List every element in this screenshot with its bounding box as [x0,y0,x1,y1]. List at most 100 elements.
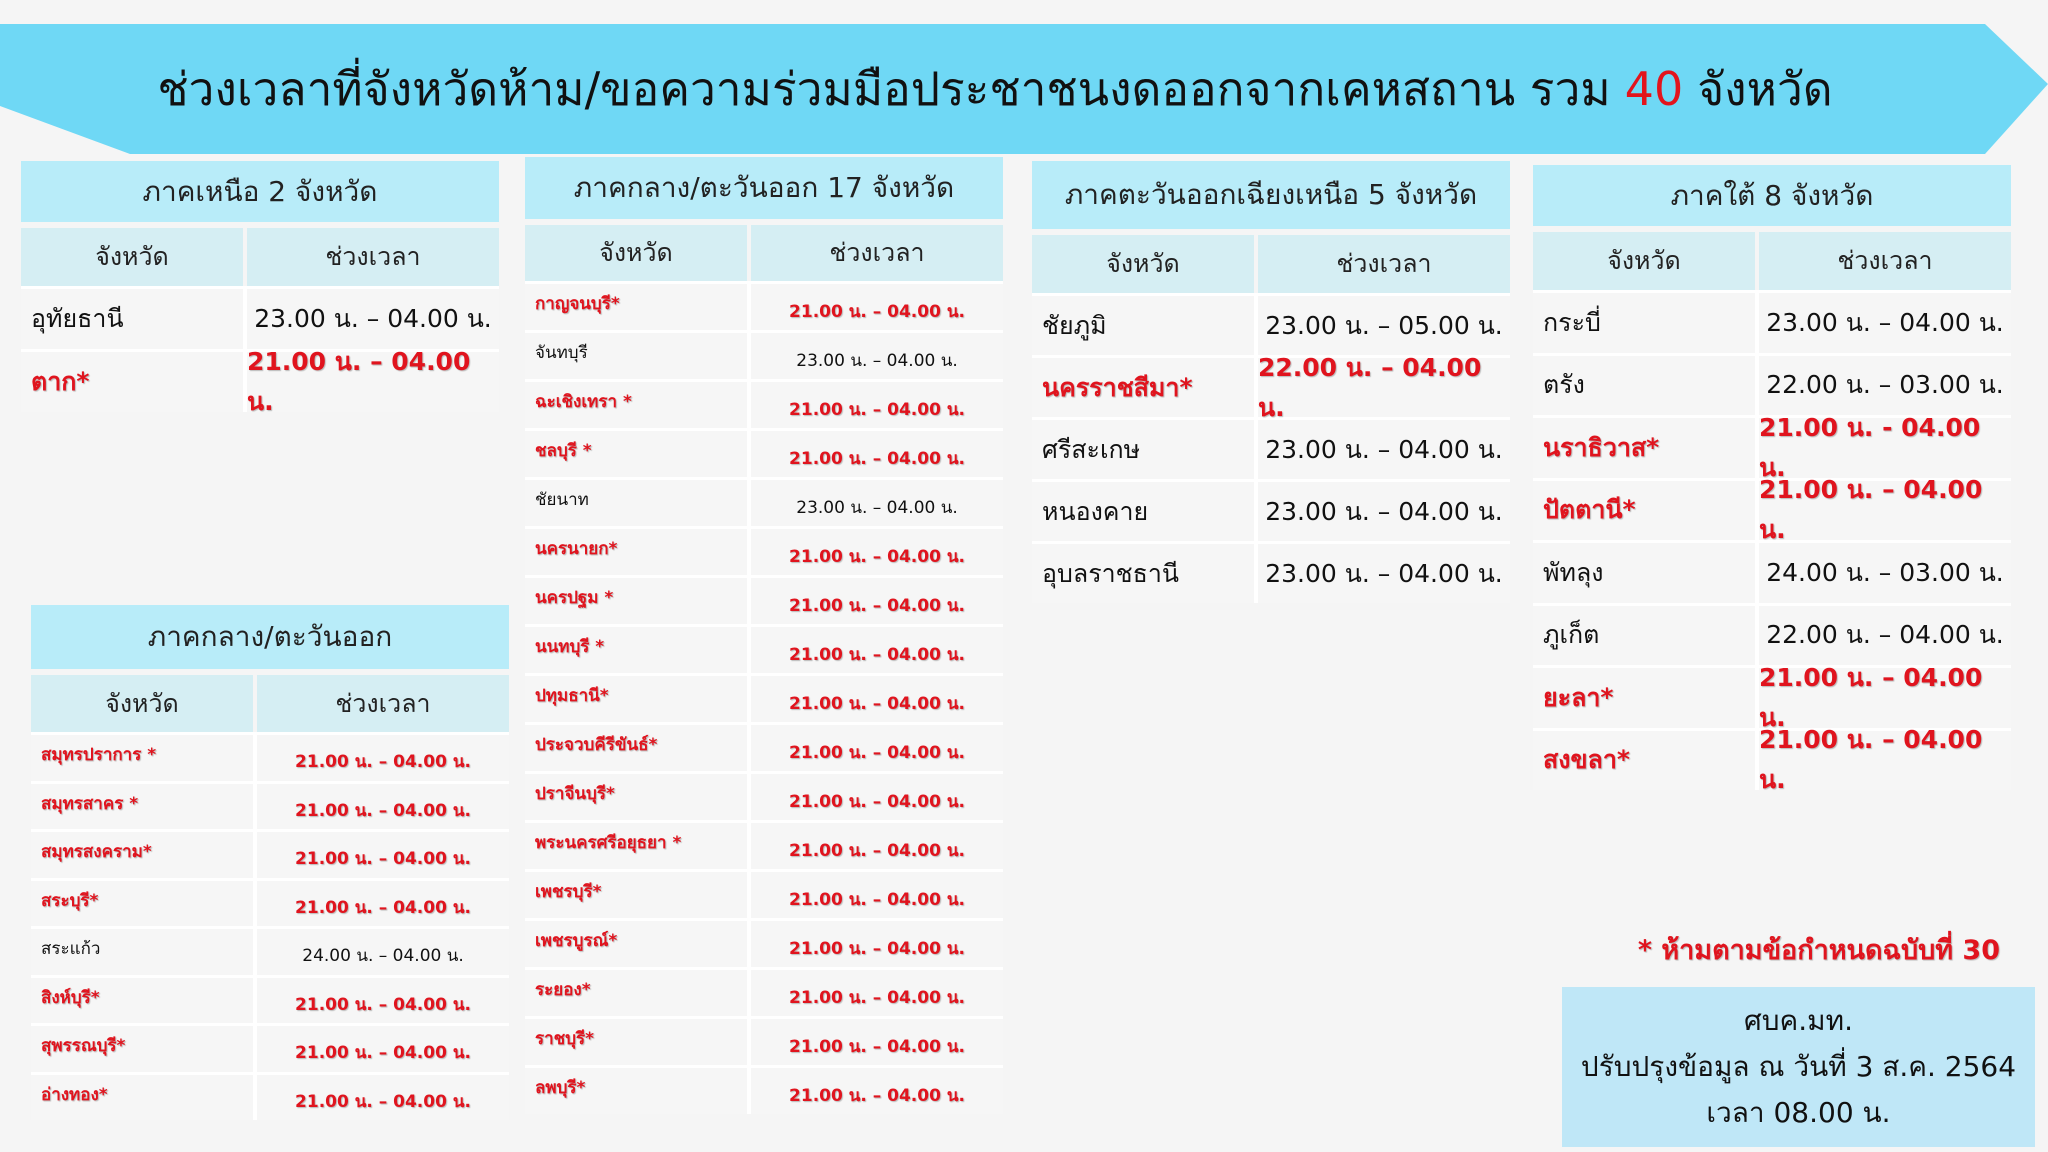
column-header-time: ช่วงเวลา [1258,235,1510,293]
column-header-time: ช่วงเวลา [751,225,1003,281]
province-name: หนองคาย [1042,496,1149,526]
province-name: เพชรบุรี* [535,882,602,902]
table-row: ประจวบคีรีขันธ์* 21.00 น. – 04.00 น. [525,722,1003,771]
table-row: สระแก้ว 24.00 น. – 04.00 น. [31,926,509,975]
table-row: ชลบุรี * 21.00 น. – 04.00 น. [525,428,1003,477]
curfew-time: 22.00 น. – 04.00 น. [1254,353,1510,422]
table-row: สุพรรณบุรี* 21.00 น. – 04.00 น. [31,1023,509,1072]
curfew-time: 21.00 น. – 04.00 น. [747,1068,1003,1114]
province-name: นครปฐม * [535,588,614,608]
curfew-time: 21.00 น. – 04.00 น. [253,977,509,1023]
column-header-time: ช่วงเวลา [257,675,509,732]
column-header-time: ช่วงเวลา [1759,232,2011,290]
table-row: หนองคาย 23.00 น. – 04.00 น. [1032,479,1510,541]
curfew-time: 23.00 น. – 04.00 น. [1254,482,1510,541]
curfew-time: 21.00 น. – 04.00 น. [747,529,1003,575]
title-count: 40 [1624,62,1684,116]
province-name: นครราชสีมา* [1042,372,1193,402]
table-row: กาญจนบุรี* 21.00 น. – 04.00 น. [525,281,1003,330]
curfew-time: 22.00 น. – 04.00 น. [1755,605,2011,665]
curfew-time: 21.00 น. – 04.00 น. [253,783,509,829]
province-name: สระแก้ว [41,939,101,959]
table-row: ราชบุรี* 21.00 น. – 04.00 น. [525,1016,1003,1065]
curfew-time: 24.00 น. – 03.00 น. [1755,543,2011,603]
table-row: พัทลุง 24.00 น. – 03.00 น. [1533,540,2011,603]
table-row: ยะลา* 21.00 น. – 04.00 น. [1533,663,2011,732]
province-name: นราธิวาส* [1543,432,1660,462]
table-row: ชัยภูมิ 23.00 น. – 05.00 น. [1032,293,1510,355]
province-name: สุพรรณบุรี* [41,1036,126,1056]
table-row: สิงห์บุรี* 21.00 น. – 04.00 น. [31,974,509,1023]
update-date: ปรับปรุงข้อมูล ณ วันที่ 3 ส.ค. 2564 [1580,1050,2017,1083]
province-name: พระนครศรีอยุธยา * [535,833,682,853]
curfew-time: 23.00 น. – 04.00 น. [243,289,499,349]
column-header-province: จังหวัด [1533,232,1755,290]
curfew-time: 21.00 น. – 04.00 น. [747,1019,1003,1065]
curfew-time: 23.00 น. – 04.00 น. [1254,420,1510,479]
curfew-time: 21.00 น. - 04.00 น. [1755,413,2011,482]
province-name: อ่างทอง* [41,1084,108,1105]
table-row: นราธิวาส* 21.00 น. - 04.00 น. [1533,413,2011,482]
table-row: สงขลา* 21.00 น. – 04.00 น. [1533,725,2011,794]
province-name: อุบลราชธานี [1042,558,1180,588]
table-title: ภาคตะวันออกเฉียงเหนือ 5 จังหวัด [1032,161,1510,229]
table-row: ฉะเชิงเทรา * 21.00 น. – 04.00 น. [525,379,1003,428]
curfew-time: 21.00 น. – 04.00 น. [747,284,1003,330]
province-name: นนทบุรี * [535,637,605,657]
table-central-east-extra: ภาคกลาง/ตะวันออก จังหวัด ช่วงเวลา สมุทรปราก… [31,605,509,1120]
curfew-time: 21.00 น. – 04.00 น. [747,627,1003,673]
table-row: กระบี่ 23.00 น. – 04.00 น. [1533,290,2011,353]
province-name: ประจวบคีรีขันธ์* [535,735,658,755]
footnote: * ห้ามตามข้อกำหนดฉบับที่ 30 [1637,935,2000,966]
update-time: เวลา 08.00 น. [1706,1096,1891,1129]
page-title: ช่วงเวลาที่จังหวัดห้าม/ขอความร่วมมือประช… [0,24,1990,154]
province-name: ราชบุรี* [535,1029,595,1049]
curfew-time: 21.00 น. – 04.00 น. [253,1074,509,1120]
table-row: สมุทรสงคราม* 21.00 น. – 04.00 น. [31,829,509,878]
table-row: นครราชสีมา* 22.00 น. – 04.00 น. [1032,353,1510,422]
table-row: จันทบุรี 23.00 น. – 04.00 น. [525,330,1003,379]
table-row: นนทบุรี * 21.00 น. – 04.00 น. [525,624,1003,673]
table-row: อุบลราชธานี 23.00 น. – 04.00 น. [1032,541,1510,603]
province-name: สมุทรสงคราม* [41,842,152,862]
curfew-time: 21.00 น. – 04.00 น. [747,578,1003,624]
province-name: สิงห์บุรี* [41,987,100,1008]
column-header-province: จังหวัด [1032,235,1254,293]
province-name: จันทบุรี [535,343,588,363]
table-title: ภาคกลาง/ตะวันออก [31,605,509,669]
table-row: นครนายก* 21.00 น. – 04.00 น. [525,526,1003,575]
curfew-time: 21.00 น. – 04.00 น. [1755,663,2011,732]
table-row: ปัตตานี* 21.00 น. – 04.00 น. [1533,475,2011,544]
column-header-province: จังหวัด [21,228,243,286]
table-row: ปราจีนบุรี* 21.00 น. – 04.00 น. [525,771,1003,820]
province-name: ชัยภูมิ [1042,310,1107,340]
province-name: เพชรบูรณ์* [535,931,618,951]
table-row: ลพบุรี* 21.00 น. – 04.00 น. [525,1065,1003,1114]
table-header: จังหวัด ช่วงเวลา [525,225,1003,281]
column-header-time: ช่วงเวลา [247,228,499,286]
province-name: ลพบุรี* [535,1078,586,1098]
curfew-time: 21.00 น. – 04.00 น. [747,921,1003,967]
curfew-time: 23.00 น. – 04.00 น. [747,480,1003,526]
curfew-time: 21.00 น. – 04.00 น. [747,676,1003,722]
province-name: นครนายก* [535,539,618,559]
province-name: สงขลา* [1543,745,1630,775]
province-name: สมุทรปราการ * [41,745,157,765]
table-row: สมุทรสาคร * 21.00 น. – 04.00 น. [31,780,509,829]
table-header: จังหวัด ช่วงเวลา [1533,232,2011,290]
province-name: ชลบุรี * [535,441,592,461]
table-row: ตรัง 22.00 น. – 03.00 น. [1533,352,2011,415]
table-row: สระบุรี* 21.00 น. – 04.00 น. [31,877,509,926]
curfew-time: 21.00 น. – 04.00 น. [747,382,1003,428]
province-name: กระบี่ [1543,307,1601,337]
province-name: ภูเก็ต [1543,620,1600,650]
province-name: ยะลา* [1543,682,1614,712]
org-name: ศบค.มท. [1744,1004,1853,1037]
table-central-east: ภาคกลาง/ตะวันออก 17 จังหวัด จังหวัด ช่วงเว… [525,157,1003,1114]
table-south: ภาคใต้ 8 จังหวัดจังหวัด ช่วงเวลา กระบี่ 23.… [1533,165,2011,794]
province-name: พัทลุง [1543,557,1604,587]
table-row: พระนครศรีอยุธยา * 21.00 น. – 04.00 น. [525,820,1003,869]
table-title: ภาคใต้ 8 จังหวัด [1533,165,2011,226]
province-name: ฉะเชิงเทรา * [535,392,632,412]
table-header: จังหวัด ช่วงเวลา [1032,235,1510,293]
